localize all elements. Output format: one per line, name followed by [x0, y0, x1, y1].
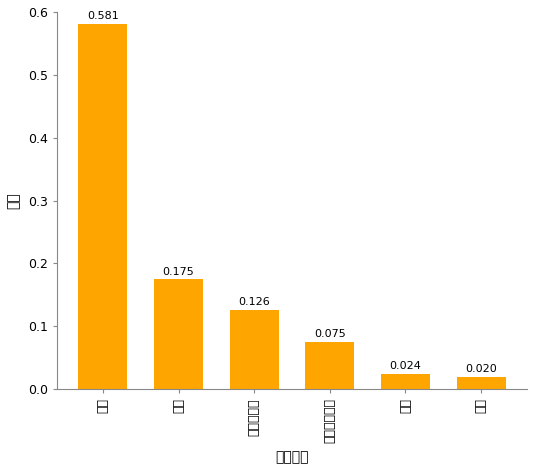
X-axis label: 为谁购买: 为谁购买 — [275, 450, 309, 464]
Text: 0.020: 0.020 — [465, 364, 497, 374]
Bar — [305, 342, 355, 389]
Bar — [230, 310, 279, 389]
Text: 0.075: 0.075 — [314, 329, 345, 340]
Bar — [78, 24, 128, 389]
Text: 0.581: 0.581 — [87, 11, 119, 21]
Text: 0.175: 0.175 — [163, 267, 194, 276]
Bar — [381, 374, 430, 389]
Bar — [154, 279, 203, 389]
Y-axis label: 占比: 占比 — [7, 192, 21, 209]
Text: 0.126: 0.126 — [238, 297, 270, 308]
Bar — [457, 376, 506, 389]
Text: 0.024: 0.024 — [389, 361, 421, 372]
